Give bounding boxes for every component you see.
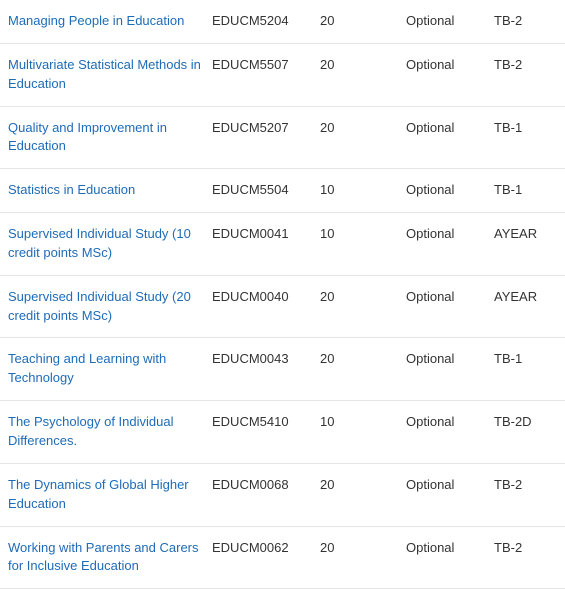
unit-teach-block: TB-2 <box>494 537 554 560</box>
table-row: Statistics in Education EDUCM5504 10 Opt… <box>0 169 565 213</box>
unit-credit: 10 <box>320 411 406 434</box>
unit-credit: 20 <box>320 10 406 33</box>
unit-status: Optional <box>406 10 494 33</box>
unit-title-link[interactable]: Managing People in Education <box>8 13 184 28</box>
unit-credit: 20 <box>320 348 406 371</box>
unit-code: EDUCM0043 <box>212 348 320 371</box>
unit-status: Optional <box>406 179 494 202</box>
unit-credit: 20 <box>320 54 406 77</box>
unit-credit: 20 <box>320 286 406 309</box>
unit-title-link[interactable]: Multivariate Statistical Methods in Educ… <box>8 57 201 91</box>
unit-teach-block: AYEAR <box>494 286 554 309</box>
course-units-table: Managing People in Education EDUCM5204 2… <box>0 0 565 589</box>
unit-teach-block: TB-2D <box>494 411 554 434</box>
unit-code: EDUCM0040 <box>212 286 320 309</box>
unit-code: EDUCM5410 <box>212 411 320 434</box>
unit-title-link[interactable]: Working with Parents and Carers for Incl… <box>8 540 199 574</box>
unit-teach-block: TB-1 <box>494 348 554 371</box>
unit-code: EDUCM5507 <box>212 54 320 77</box>
unit-status: Optional <box>406 474 494 497</box>
unit-title-link[interactable]: Statistics in Education <box>8 182 135 197</box>
table-row: Multivariate Statistical Methods in Educ… <box>0 44 565 107</box>
unit-teach-block: TB-2 <box>494 474 554 497</box>
unit-status: Optional <box>406 223 494 246</box>
table-row: Supervised Individual Study (20 credit p… <box>0 276 565 339</box>
unit-title-link[interactable]: The Dynamics of Global Higher Education <box>8 477 189 511</box>
unit-status: Optional <box>406 411 494 434</box>
table-row: The Psychology of Individual Differences… <box>0 401 565 464</box>
table-row: Quality and Improvement in Education EDU… <box>0 107 565 170</box>
unit-title-link[interactable]: Teaching and Learning with Technology <box>8 351 166 385</box>
unit-credit: 20 <box>320 537 406 560</box>
table-row: Supervised Individual Study (10 credit p… <box>0 213 565 276</box>
unit-title-link[interactable]: The Psychology of Individual Differences… <box>8 414 173 448</box>
unit-teach-block: TB-2 <box>494 10 554 33</box>
unit-code: EDUCM5204 <box>212 10 320 33</box>
unit-title-link[interactable]: Supervised Individual Study (20 credit p… <box>8 289 191 323</box>
unit-status: Optional <box>406 348 494 371</box>
unit-code: EDUCM5207 <box>212 117 320 140</box>
unit-code: EDUCM0068 <box>212 474 320 497</box>
unit-status: Optional <box>406 537 494 560</box>
table-row: Working with Parents and Carers for Incl… <box>0 527 565 589</box>
unit-teach-block: TB-2 <box>494 54 554 77</box>
unit-credit: 10 <box>320 223 406 246</box>
table-row: Managing People in Education EDUCM5204 2… <box>0 0 565 44</box>
unit-status: Optional <box>406 117 494 140</box>
unit-code: EDUCM0062 <box>212 537 320 560</box>
table-row: The Dynamics of Global Higher Education … <box>0 464 565 527</box>
unit-code: EDUCM0041 <box>212 223 320 246</box>
unit-credit: 10 <box>320 179 406 202</box>
unit-credit: 20 <box>320 117 406 140</box>
unit-status: Optional <box>406 286 494 309</box>
unit-title-link[interactable]: Quality and Improvement in Education <box>8 120 167 154</box>
unit-teach-block: AYEAR <box>494 223 554 246</box>
table-row: Teaching and Learning with Technology ED… <box>0 338 565 401</box>
unit-teach-block: TB-1 <box>494 117 554 140</box>
unit-title-link[interactable]: Supervised Individual Study (10 credit p… <box>8 226 191 260</box>
unit-teach-block: TB-1 <box>494 179 554 202</box>
unit-status: Optional <box>406 54 494 77</box>
unit-code: EDUCM5504 <box>212 179 320 202</box>
unit-credit: 20 <box>320 474 406 497</box>
